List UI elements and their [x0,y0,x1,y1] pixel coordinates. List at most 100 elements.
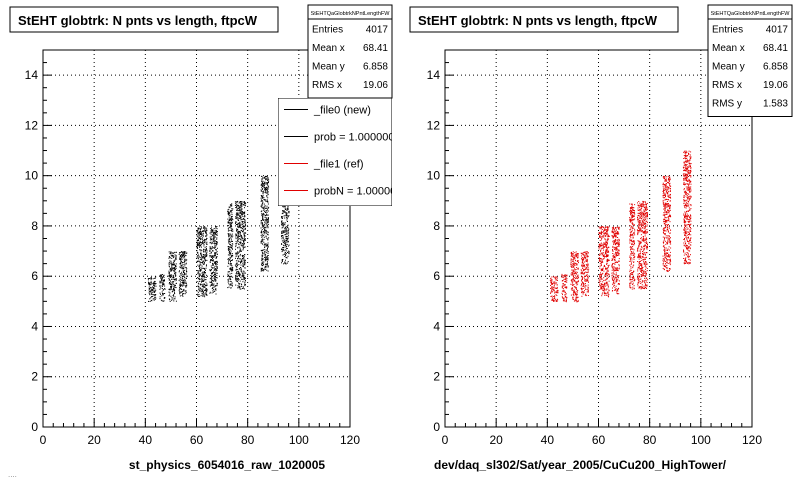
scatter-point [230,227,232,229]
scatter-point [216,266,218,268]
scatter-point [229,220,231,222]
scatter-point [288,244,290,246]
scatter-point [571,272,573,274]
scatter-point [574,252,576,254]
scatter-point [574,273,576,275]
scatter-point [581,283,582,285]
scatter-point [243,264,245,266]
scatter-point [616,275,618,277]
scatter-point [598,255,600,256]
scatter-point [202,271,204,273]
scatter-point [147,278,149,279]
scatter-point [228,260,229,262]
scatter-point [215,293,217,295]
scatter-point [586,261,588,263]
scatter-point [574,292,576,293]
scatter-point [583,291,585,293]
scatter-point [282,210,284,212]
scatter-point [550,282,552,284]
scatter-point [284,205,286,207]
scatter-point [212,250,213,252]
scatter-point [150,290,152,292]
scatter-point [265,229,267,231]
scatter-point [262,222,263,224]
scatter-point [173,260,175,262]
scatter-point [641,286,643,288]
scatter-point [265,188,267,189]
scatter-point [285,236,287,238]
scatter-point [182,275,184,277]
scatter-point [171,286,173,288]
scatter-point [265,257,267,259]
scatter-point [174,259,176,261]
scatter-point [640,260,641,262]
scatter-point [585,271,587,273]
scatter-point [642,237,644,239]
scatter-point [642,218,644,220]
scatter-point [617,290,619,292]
scatter-point [575,300,577,302]
scatter-point [583,255,585,256]
scatter-point [244,236,245,238]
scatter-point [642,231,644,233]
scatter-point [201,249,203,251]
scatter-point [182,280,184,282]
right-scatter-points [549,150,692,303]
scatter-point [239,209,241,211]
scatter-point [237,239,238,241]
scatter-point [583,251,585,253]
scatter-point [228,228,229,230]
scatter-point [228,286,230,288]
scatter-point [238,270,240,272]
scatter-point [230,260,232,261]
scatter-point [170,275,172,277]
scatter-point [562,290,564,292]
scatter-point [211,239,213,241]
scatter-point [633,252,635,254]
scatter-point [630,226,632,228]
scatter-point [210,236,212,238]
scatter-point [267,218,269,220]
scatter-point [556,276,558,278]
scatter-point [615,249,617,251]
scatter-point [615,251,616,253]
scatter-point [600,258,602,260]
scatter-point [600,233,602,235]
scatter-point [571,288,573,290]
scatter-point [185,267,187,268]
scatter-point [241,202,243,204]
scatter-point [638,209,640,211]
scatter-point [206,290,208,292]
scatter-point [262,177,264,179]
scatter-point [587,277,589,279]
scatter-point [205,265,207,267]
scatter-point [240,204,241,206]
scatter-point [227,239,229,241]
scatter-point [553,289,555,291]
scatter-point [266,176,268,178]
stats-value: 68.41 [363,43,388,54]
scatter-point [236,207,238,209]
scatter-point [168,288,170,290]
scatter-point [215,248,217,250]
scatter-point [613,241,615,243]
scatter-point [200,289,202,291]
scatter-point [241,214,243,216]
scatter-point [243,243,245,244]
scatter-point [643,285,645,287]
scatter-point [262,192,264,194]
scatter-point [228,208,230,210]
scatter-point [265,245,267,247]
scatter-point [211,292,213,294]
scatter-point [213,233,215,234]
scatter-point [237,281,238,283]
scatter-point [645,223,647,225]
scatter-point [282,236,284,238]
scatter-point [154,277,156,279]
scatter-point [214,254,216,256]
scatter-point [265,217,267,219]
scatter-point [638,258,640,260]
scatter-point [642,267,644,268]
scatter-point [285,233,287,235]
scatter-point [264,177,266,179]
